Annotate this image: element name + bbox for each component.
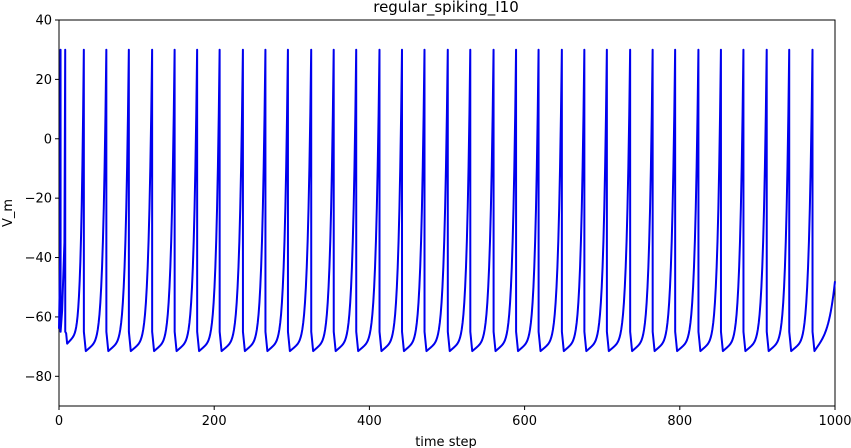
x-axis-label: time step [415,435,477,448]
y-axis-label: V_m [1,199,16,227]
x-tick-label: 0 [55,414,63,429]
y-tick-label: 0 [44,132,52,147]
y-tick-label: −80 [25,370,52,385]
y-tick-label: −60 [25,310,52,325]
x-tick-label: 200 [202,414,227,429]
y-tick-label: −20 [25,192,52,207]
plot-frame [58,19,836,407]
y-axis: −80 −60 −40 −20 0 20 40 [25,14,59,385]
x-tick-label: 400 [357,414,382,429]
y-tick-label: −40 [25,251,52,266]
x-axis: 0 200 400 600 800 1000 [55,406,851,429]
x-tick-label: 800 [667,414,692,429]
y-tick-label: 40 [35,14,52,29]
series-line-vm [58,48,836,353]
y-tick-label: 20 [35,73,52,88]
x-tick-label: 600 [512,414,537,429]
chart-title: regular_spiking_I10 [373,0,519,17]
x-tick-label: 1000 [818,414,851,429]
plot-area [58,19,836,407]
